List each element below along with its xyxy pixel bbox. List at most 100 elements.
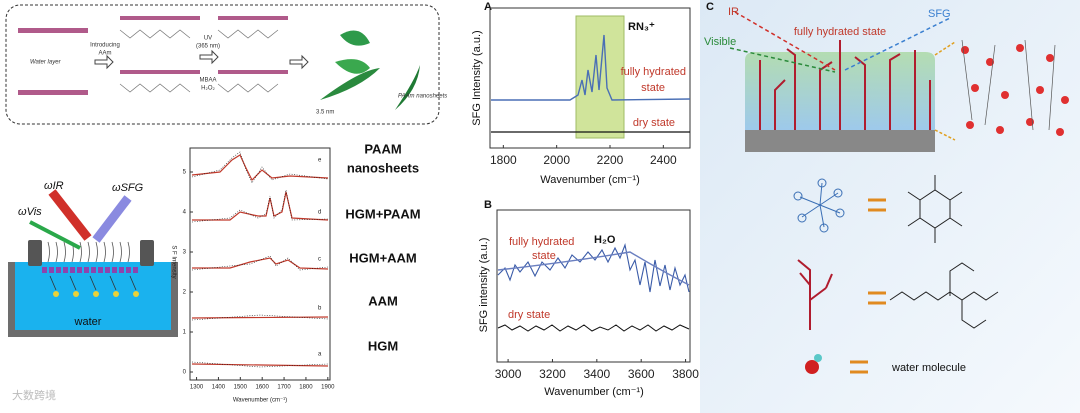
x-tick-label: 2000 xyxy=(543,153,570,167)
panel-a: A RN₃⁺ fully hydrated state dry state Wa… xyxy=(471,1,691,186)
label: MBAA xyxy=(199,78,216,84)
label: water xyxy=(74,316,102,328)
pei-structure xyxy=(889,262,999,329)
barrier xyxy=(140,240,154,266)
trace-name: HGM+PAAM xyxy=(345,206,420,221)
y-axis-label: S F Intensity xyxy=(170,245,176,278)
substrate xyxy=(745,130,935,152)
ir-beam xyxy=(48,189,92,241)
x-tick-label: 3200 xyxy=(539,367,566,381)
watermark: 大数跨境 xyxy=(12,388,56,402)
trace-letter: c xyxy=(318,257,321,263)
layer xyxy=(218,16,288,20)
y-tick-label: 3 xyxy=(183,250,187,256)
trace-name: AAM xyxy=(368,293,398,308)
label: UV xyxy=(204,36,212,42)
label: state xyxy=(532,250,556,262)
trace-letter: d xyxy=(318,210,321,216)
sfg-beam xyxy=(92,195,132,243)
dendrimer xyxy=(793,178,845,233)
nanosheet xyxy=(340,30,370,46)
y-axis-label: SFG Intensity (a.u.) xyxy=(471,30,483,125)
label: ωSFG xyxy=(112,182,144,194)
ir-beam xyxy=(734,11,836,71)
oxygen xyxy=(805,360,819,374)
y-tick-label: 0 xyxy=(183,370,187,376)
label: IR xyxy=(728,6,739,18)
layer xyxy=(18,90,88,95)
x-tick-label: 3400 xyxy=(583,367,610,381)
chains xyxy=(47,241,130,263)
label: fully hydrated xyxy=(621,66,686,78)
x-axis-label: Wavenumber (cm⁻¹) xyxy=(540,174,640,186)
label: state xyxy=(641,82,665,94)
nanosheet xyxy=(320,68,380,100)
label: ωVis xyxy=(18,206,42,218)
nanosheet xyxy=(335,59,370,74)
axes-frame xyxy=(496,209,691,363)
hydrogen xyxy=(814,354,822,362)
label: water molecule xyxy=(891,362,966,374)
layer xyxy=(120,70,200,74)
polymer-icon xyxy=(797,259,833,330)
trace-name: PAAM xyxy=(364,141,401,156)
panel-letter: C xyxy=(706,1,714,13)
x-tick-label: 3000 xyxy=(495,367,522,381)
x-tick-label: 1700 xyxy=(277,385,291,391)
vis-beam xyxy=(729,47,836,73)
y-tick-label: 2 xyxy=(183,290,187,296)
label: Introducing xyxy=(90,43,120,49)
layer xyxy=(120,16,200,20)
label: H₂O₂ xyxy=(201,86,215,92)
label: fully hydrated xyxy=(509,236,574,248)
spectra xyxy=(191,154,329,367)
trace-letter: a xyxy=(318,352,322,358)
anchors xyxy=(49,275,137,291)
label: fully hydrated state xyxy=(794,26,886,38)
trace-name: nanosheets xyxy=(347,160,419,175)
dry-spectrum xyxy=(497,324,690,332)
trace-name: HGM xyxy=(368,338,398,353)
water xyxy=(15,262,171,330)
label: Water layer xyxy=(30,60,62,66)
setup: ωIR ωVis ωSFG water xyxy=(8,180,178,337)
label: H₂O xyxy=(594,234,616,246)
panel-letter: A xyxy=(484,1,492,13)
polymer-chains xyxy=(759,40,931,130)
y-tick-label: 1 xyxy=(183,330,187,336)
x-tick-label: 1800 xyxy=(490,153,517,167)
x-axis-label: Wavenumber (cm⁻¹) xyxy=(233,398,287,404)
trace-name: HGM+AAM xyxy=(349,250,417,265)
data-points xyxy=(191,151,329,368)
layer xyxy=(18,28,88,33)
x-tick-label: 2400 xyxy=(650,153,677,167)
x-tick-label: 3800 xyxy=(672,367,699,381)
x-tick-label: 1600 xyxy=(256,385,270,391)
y-axis-label: SFG intensity (a.u.) xyxy=(478,238,490,333)
panel-b: B fully hydrated state H₂O dry state Wav… xyxy=(478,199,691,398)
label: SFG xyxy=(928,8,951,20)
axes-frame xyxy=(489,7,691,149)
y-tick-label: 4 xyxy=(183,210,187,216)
panel-c: C water molecule IR SFG Visible fully hy… xyxy=(700,0,1080,413)
schematic: Water layer Introducing AAm UV (365 nm) … xyxy=(5,4,447,125)
equals-signs xyxy=(850,198,886,374)
label: ωIR xyxy=(44,180,64,192)
label: Visible xyxy=(704,36,736,48)
panel-letter: B xyxy=(484,199,492,211)
hydrated-spectrum xyxy=(497,243,690,293)
molecules xyxy=(961,44,1069,136)
chains xyxy=(961,39,1056,131)
x-axis-label: Wavenumber (cm⁻¹) xyxy=(544,386,644,398)
x-tick-label: 1500 xyxy=(234,385,248,391)
x-tick-label: 1900 xyxy=(321,385,335,391)
nanosheet xyxy=(395,65,420,110)
vis-beam xyxy=(29,220,81,250)
label: RN₃⁺ xyxy=(628,21,655,33)
x-tick-label: 2200 xyxy=(597,153,624,167)
dashed-frame xyxy=(5,4,440,125)
arrows xyxy=(94,49,309,70)
label: dry state xyxy=(633,117,675,129)
label: AAm xyxy=(98,51,111,57)
